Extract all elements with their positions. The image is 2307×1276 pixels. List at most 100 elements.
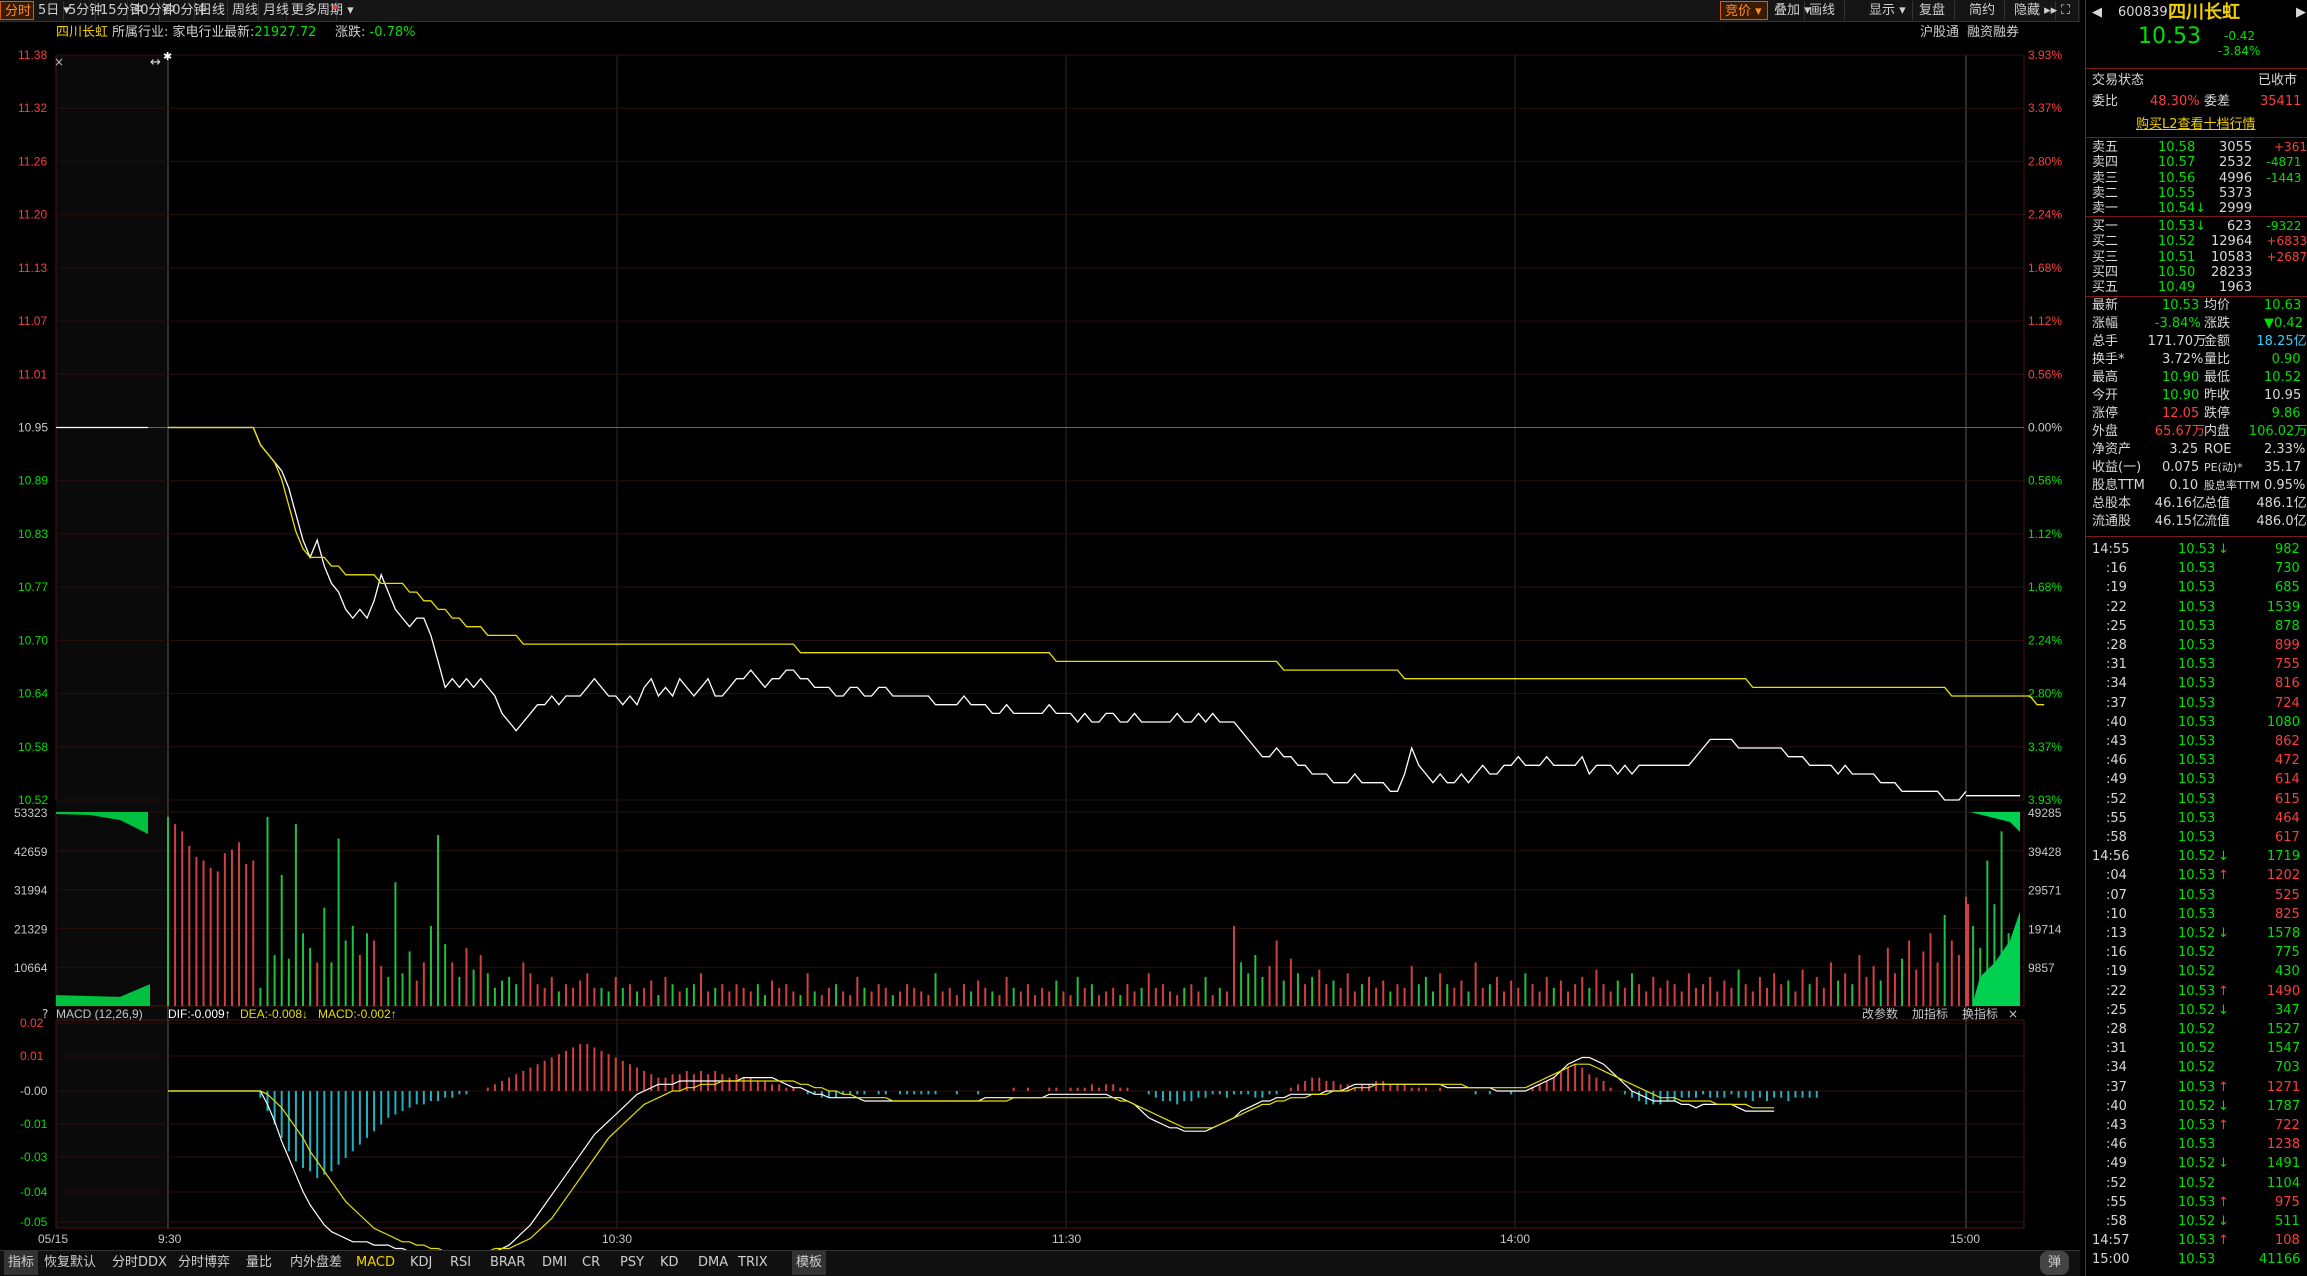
tick-price: 10.53	[2178, 906, 2216, 922]
indicator-tab-11[interactable]: CR	[582, 1255, 601, 1270]
macd-tick-1: 0.01	[20, 1049, 44, 1063]
margin-link[interactable]: 融资融券	[1967, 25, 2020, 40]
tick-time: :31	[2106, 657, 2127, 673]
toolbar-btn-1[interactable]: 5日 ▾	[34, 1, 70, 20]
indicator-tab-3[interactable]: 分时博弈	[178, 1255, 231, 1270]
toolbar-btn-0[interactable]: 分时	[0, 1, 34, 20]
stat-row: 最高 10.90 最低 10.52	[2086, 369, 2307, 386]
tick-volume: 722	[2275, 1118, 2300, 1133]
tick-price: 10.53	[2178, 580, 2216, 596]
indicator-tab-0[interactable]: 指标	[4, 1251, 39, 1275]
tick-volume: 1547	[2267, 1041, 2301, 1057]
swap-indicator-button[interactable]: 换指标	[1962, 1006, 1998, 1021]
indicator-tab-5[interactable]: 内外盘差	[290, 1255, 343, 1270]
change-params-button[interactable]: 改参数	[1862, 1006, 1898, 1021]
indicator-tab-12[interactable]: PSY	[620, 1255, 645, 1270]
tick-row: :13 10.52 ↓ 1578	[2086, 925, 2307, 942]
pct-tick-13: 3.37%	[2028, 740, 2062, 754]
stat-value: 10.63	[2264, 298, 2302, 313]
toolbar-right-btn-4[interactable]: 复盘	[1915, 1, 1955, 20]
stat-row: 涨幅 -3.84% 涨跌 ▼0.42	[2086, 315, 2307, 332]
indicator-tab-16[interactable]: 模板	[792, 1251, 827, 1275]
tick-arrow: ↓	[2218, 1098, 2229, 1114]
tick-time: :55	[2106, 1194, 2127, 1210]
book-price: 10.52	[2158, 234, 2196, 250]
tick-price: 10.52	[2178, 1002, 2216, 1018]
indicator-tab-15[interactable]: TRIX	[738, 1255, 768, 1270]
stat-value: 2.33%	[2264, 442, 2306, 457]
book-delta: -4871	[2266, 155, 2302, 170]
indicator-tab-2[interactable]: 分时DDX	[112, 1255, 167, 1270]
l2-link[interactable]: 购买L2查看十档行情	[2086, 116, 2307, 133]
toolbar-right-btn-6[interactable]: 隐藏 ▸▸	[2010, 1, 2057, 20]
toolbar-btn-9[interactable]: 更多周期 ▾	[287, 1, 354, 20]
book-volume: 5373	[2219, 185, 2253, 201]
tick-row: :16 10.52 775	[2086, 944, 2307, 961]
pct-tick-9: 1.12%	[2028, 527, 2062, 541]
stat-row: 涨停 12.05 跌停 9.86	[2086, 405, 2307, 422]
macd-name: MACD (12,26,9)	[56, 1007, 143, 1021]
book-volume: 10583	[2211, 249, 2253, 265]
book-price: 10.56	[2158, 170, 2196, 186]
toolbar-btn-8[interactable]: 月线	[259, 1, 289, 20]
indicator-tab-8[interactable]: RSI	[450, 1255, 472, 1270]
macd-tick-6: -0.05	[20, 1215, 48, 1229]
tick-row: :40 10.53 1080	[2086, 714, 2307, 731]
toolbar-btn-4[interactable]: 30分钟	[128, 1, 175, 20]
tick-row: :40 10.52 ↓ 1787	[2086, 1098, 2307, 1115]
order-book-row: 买三 10.51 10583 +2687	[2086, 249, 2307, 266]
tick-row: 15:00 10.53 41166	[2086, 1251, 2307, 1268]
tick-time: :13	[2106, 926, 2127, 941]
tick-price: 10.53	[2178, 657, 2216, 673]
vol-rtick-2: 29571	[2028, 884, 2062, 898]
chart-area[interactable]: 11.38 3.93% 11.32 3.37% 11.26 2.80% 11.20 2.24%…	[0, 44, 2085, 1250]
hsgt-link[interactable]: 沪股通	[1920, 25, 1960, 40]
indicator-tab-1[interactable]: 恢复默认	[44, 1255, 97, 1270]
tick-volume: 1491	[2267, 1156, 2301, 1172]
tick-volume: 511	[2275, 1214, 2300, 1229]
popup-toggle[interactable]: 弹	[2040, 1251, 2070, 1275]
indicator-tab-9[interactable]: BRAR	[490, 1255, 526, 1270]
tick-row: :22 10.53 ↑ 1490	[2086, 983, 2307, 1000]
toolbar-btn-7[interactable]: 周线	[228, 1, 259, 20]
pct-tick-6: 0.56%	[2028, 367, 2062, 381]
toolbar-btn-5[interactable]: 60分钟	[160, 1, 207, 20]
close-pane-icon[interactable]: ×	[2008, 1007, 2018, 1021]
help-icon[interactable]: ?	[42, 1007, 48, 1021]
indicator-tab-14[interactable]: DMA	[698, 1255, 729, 1270]
toolbar-btn-2[interactable]: 5分钟	[64, 1, 102, 20]
toolbar-right-btn-7[interactable]: ⛶	[2057, 1, 2079, 20]
resize-icon[interactable]: ↔	[150, 55, 161, 70]
book-level: 买二	[2092, 234, 2119, 250]
stat-label: 均价	[2204, 298, 2231, 313]
tick-time: 14:57	[2092, 1233, 2130, 1249]
indicator-tab-7[interactable]: KDJ	[410, 1255, 433, 1270]
stat-value: 65.67万	[2154, 424, 2206, 439]
toolbar-right-btn-0[interactable]: 竞价 ▾	[1720, 1, 1768, 20]
add-indicator-button[interactable]: 加指标	[1912, 1006, 1948, 1021]
macd-tick-0: 0.02	[20, 1016, 44, 1030]
stat-value: 46.16亿	[2154, 496, 2206, 511]
toolbar-right-btn-1[interactable]: 叠加 ▾	[1770, 1, 1811, 20]
book-price: 10.51	[2158, 249, 2196, 265]
tick-row: :49 10.53 614	[2086, 771, 2307, 788]
close-icon[interactable]: ×	[54, 55, 64, 69]
toolbar-btn-6[interactable]: 日线	[195, 1, 228, 20]
toolbar-right-btn-5[interactable]: 简约	[1965, 1, 2005, 20]
tick-price: 10.53	[2178, 561, 2216, 577]
indicator-tab-6[interactable]: MACD	[356, 1255, 395, 1270]
book-delta: +6833	[2266, 234, 2307, 249]
toolbar-btn-3[interactable]: 15分钟	[96, 1, 143, 20]
stat-value: 9.86	[2271, 406, 2301, 421]
price-tick-8: 10.89	[18, 474, 48, 488]
indicator-tab-13[interactable]: KD	[660, 1255, 679, 1270]
indicator-tab-4[interactable]: 量比	[246, 1255, 273, 1270]
indicator-tab-10[interactable]: DMI	[542, 1255, 568, 1270]
tick-price: 10.53	[2178, 983, 2216, 999]
toolbar-right-btn-2[interactable]: 画线	[1805, 1, 1845, 20]
book-volume: 4996	[2219, 170, 2253, 186]
toolbar-right-btn-3[interactable]: 显示 ▾	[1865, 1, 1913, 20]
stat-value: 35.17	[2264, 460, 2302, 475]
book-price: 10.49	[2158, 280, 2196, 296]
wc-value: 35411	[2260, 94, 2302, 109]
